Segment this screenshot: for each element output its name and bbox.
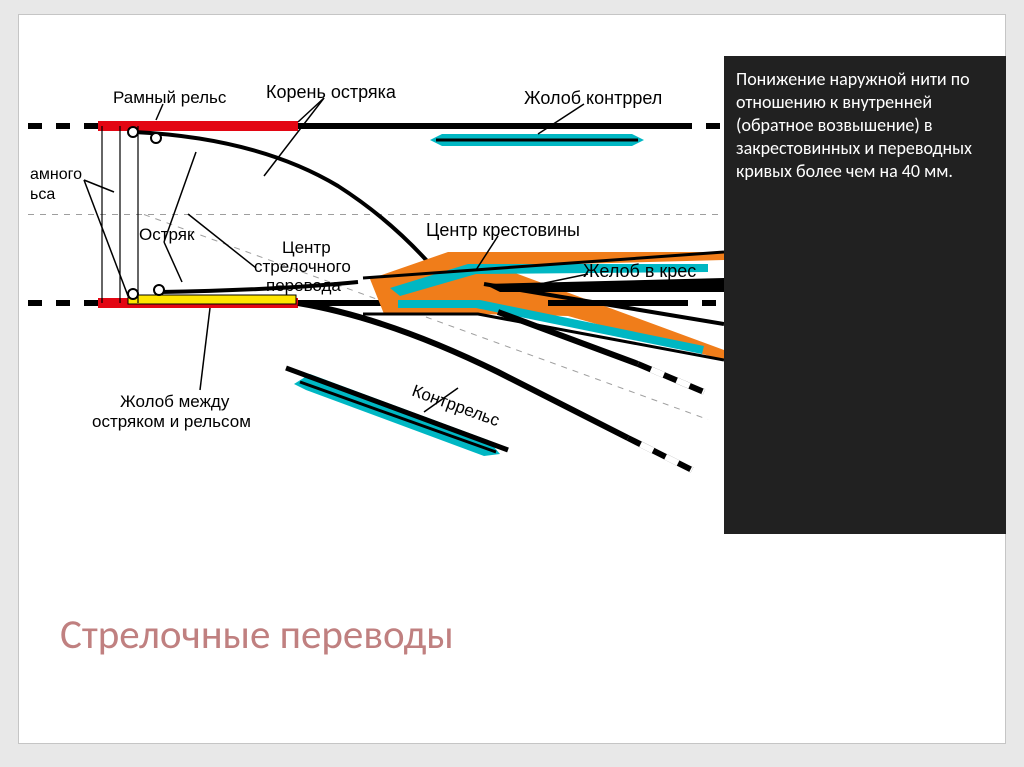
diagram-label: Жолоб между <box>120 392 229 412</box>
diagram-label: Жолоб контррел <box>524 88 662 109</box>
sidebar-textbox: Понижение наружной нити по отношению к в… <box>724 56 1006 534</box>
page-title: Стрелочные переводы <box>60 610 454 660</box>
diagram-label: Корень остряка <box>266 82 396 103</box>
slide-stage: Понижение наружной нити по отношению к в… <box>0 0 1024 767</box>
diagram-label: перевода <box>266 276 341 296</box>
diagram-label: Желоб в крес <box>583 261 696 282</box>
diagram-label: ьса <box>30 186 55 204</box>
diagram-label: Рамный рельс <box>113 88 226 108</box>
diagram-label: остряком и рельсом <box>92 412 251 432</box>
diagram-label: Центр <box>282 238 331 258</box>
diagram-label: Остряк <box>139 225 194 245</box>
diagram-label: стрелочного <box>254 257 351 277</box>
diagram-label: амного <box>30 166 82 184</box>
sidebar-text: Понижение наружной нити по отношению к в… <box>736 68 994 183</box>
diagram-label: Контррельс <box>409 381 502 431</box>
diagram-labels: Рамный рельс Корень остряка Жолоб контррел… <box>28 56 724 534</box>
diagram-label: Центр крестовины <box>426 220 580 241</box>
